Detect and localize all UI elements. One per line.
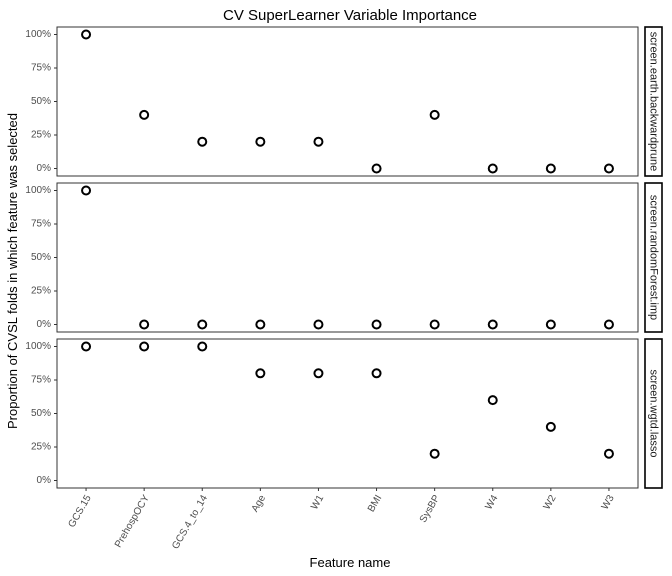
y-tick-label: 100% — [25, 341, 51, 352]
data-point — [429, 109, 440, 120]
data-point — [487, 395, 498, 406]
data-point — [197, 341, 208, 352]
data-point — [255, 136, 266, 147]
panel-strip-label: screen.randomForest.imp — [648, 195, 660, 320]
y-tick-label: 0% — [37, 319, 52, 330]
x-tick-label: GCS.4_to_14 — [170, 493, 210, 551]
panels: screen.earth.backwardprune 0% 25% 50% 75% 100… — [25, 26, 663, 489]
y-tick-label: 100% — [25, 29, 51, 40]
x-tick-label: Age — [250, 493, 269, 514]
data-point — [139, 109, 150, 120]
y-tick-label: 25% — [31, 130, 51, 141]
panel-frame — [56, 26, 639, 177]
panel-strip — [644, 338, 663, 489]
y-tick-label: 25% — [31, 442, 51, 453]
y-tick-label: 0% — [37, 475, 52, 486]
x-tick-label: PrehospOCY — [113, 493, 152, 550]
data-point — [313, 368, 324, 379]
y-axis-label: Proportion of CVSL folds in which featur… — [5, 113, 20, 429]
x-tick-label: SysBP — [418, 493, 443, 525]
panel-frame — [56, 182, 639, 333]
x-tick-label: W4 — [483, 493, 500, 512]
data-point — [81, 29, 92, 40]
x-tick-label: W2 — [542, 493, 559, 512]
y-tick-label: 75% — [31, 219, 51, 230]
data-point — [371, 319, 382, 330]
data-point — [255, 368, 266, 379]
x-tick-label: W3 — [600, 493, 617, 512]
data-point — [313, 136, 324, 147]
panel-strip — [644, 26, 663, 177]
panel-2: screen.randomForest.imp 0% 25% 50% 75% 100% — [25, 182, 663, 333]
panel-strip-label: screen.earth.backwardprune — [648, 32, 660, 171]
data-point — [197, 136, 208, 147]
data-point — [487, 163, 498, 174]
data-point — [371, 163, 382, 174]
data-point — [545, 319, 556, 330]
y-tick-label: 75% — [31, 375, 51, 386]
y-tick-label: 50% — [31, 252, 51, 263]
data-point — [313, 319, 324, 330]
data-point — [487, 319, 498, 330]
y-tick-label: 100% — [25, 185, 51, 196]
data-point — [139, 341, 150, 352]
x-axis: GCS.15 PrehospOCY GCS.4_to_14 Age W1 BMI SysBP… — [66, 488, 617, 551]
y-tick-label: 75% — [31, 63, 51, 74]
panel-strip-label: screen.wgtd.lasso — [648, 369, 660, 457]
y-tick-label: 50% — [31, 408, 51, 419]
panel-1: screen.earth.backwardprune 0% 25% 50% 75% 100… — [25, 26, 663, 177]
data-point — [545, 163, 556, 174]
y-tick-label: 0% — [37, 163, 52, 174]
data-point — [255, 319, 266, 330]
data-point — [197, 319, 208, 330]
x-tick-label: GCS.15 — [66, 493, 94, 530]
data-point — [81, 341, 92, 352]
x-axis-label: Feature name — [310, 555, 391, 570]
panel-frame — [56, 338, 639, 489]
data-point — [603, 448, 614, 459]
data-point — [371, 368, 382, 379]
panel-3: screen.wgtd.lasso 0% 25% 50% 75% 100% — [25, 338, 663, 489]
data-point — [603, 163, 614, 174]
data-point — [545, 421, 556, 432]
data-point — [81, 185, 92, 196]
chart-title: CV SuperLearner Variable Importance — [223, 7, 477, 24]
y-tick-label: 50% — [31, 96, 51, 107]
x-tick-label: BMI — [366, 493, 384, 514]
y-tick-label: 25% — [31, 286, 51, 297]
panel-strip — [644, 182, 663, 333]
x-tick-label: W1 — [309, 493, 326, 512]
data-point — [429, 319, 440, 330]
data-point — [603, 319, 614, 330]
data-point — [139, 319, 150, 330]
data-point — [429, 448, 440, 459]
